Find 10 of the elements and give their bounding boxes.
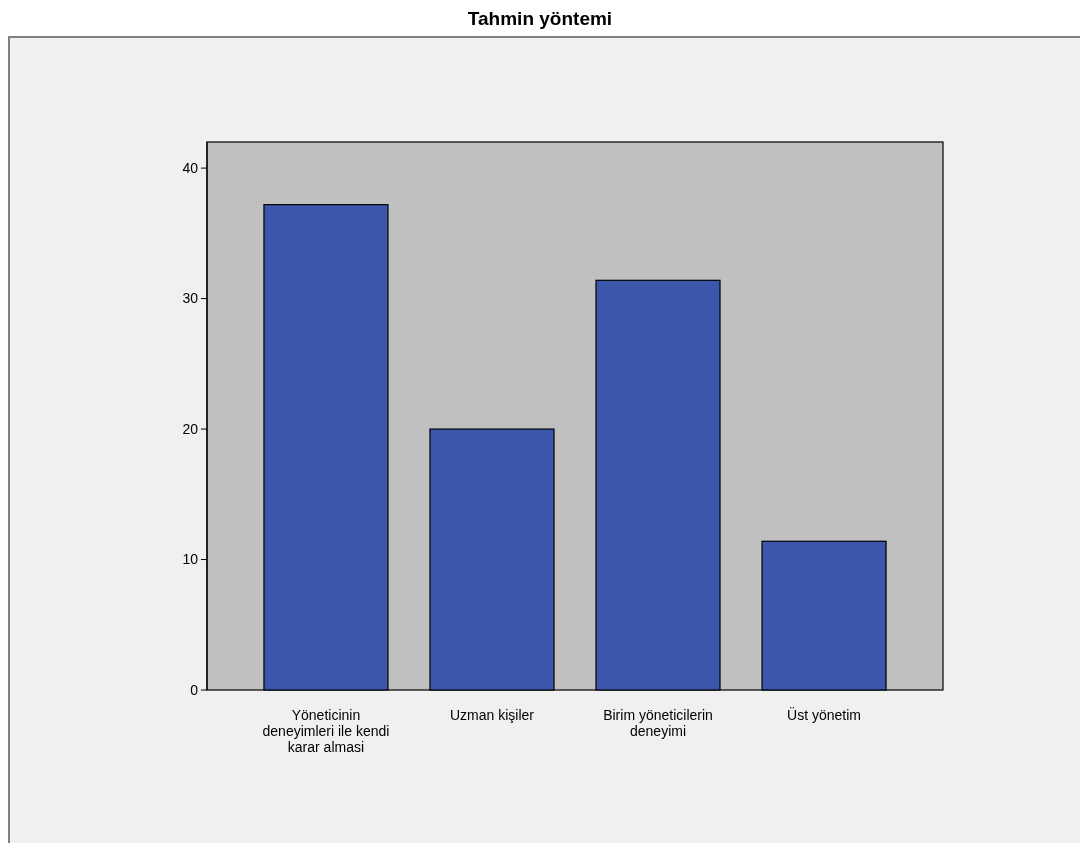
y-tick-label: 0: [190, 681, 199, 698]
x-tick-label: Üst yönetim: [787, 706, 861, 723]
chart-title: Tahmin yöntemi: [467, 8, 613, 29]
y-tick-label: 30: [182, 290, 199, 307]
y-tick-label: 40: [182, 160, 199, 176]
y-tick-label: 10: [182, 551, 199, 568]
x-tick-label: Birim yöneticilerin deneyimi: [603, 707, 713, 739]
x-tick-label: Uzman kişiler: [449, 707, 535, 723]
x-tick-label: Yöneticinin deneyimleri ile kendi karar almasi: [262, 707, 390, 755]
y-tick-label: 20: [182, 420, 199, 437]
